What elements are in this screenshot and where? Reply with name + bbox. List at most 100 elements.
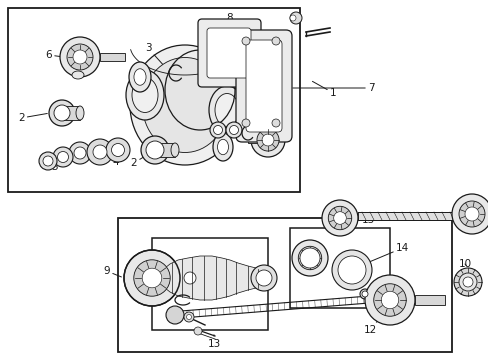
Text: 9: 9 xyxy=(103,266,121,277)
Circle shape xyxy=(213,126,222,135)
Bar xyxy=(118,218,451,352)
Circle shape xyxy=(53,147,73,167)
Bar xyxy=(155,143,175,157)
Ellipse shape xyxy=(171,143,179,157)
Ellipse shape xyxy=(213,133,232,161)
Circle shape xyxy=(134,260,170,296)
Circle shape xyxy=(69,142,91,164)
Circle shape xyxy=(60,37,100,77)
Circle shape xyxy=(298,246,321,270)
Circle shape xyxy=(453,268,481,296)
Circle shape xyxy=(250,265,276,291)
Text: 7: 7 xyxy=(292,83,374,93)
Circle shape xyxy=(262,134,273,146)
Circle shape xyxy=(39,152,57,170)
Text: 6: 6 xyxy=(261,142,278,155)
Circle shape xyxy=(256,129,279,151)
Ellipse shape xyxy=(76,106,84,120)
Circle shape xyxy=(321,200,357,236)
Circle shape xyxy=(146,141,163,159)
Ellipse shape xyxy=(215,94,239,126)
Polygon shape xyxy=(164,256,264,300)
Circle shape xyxy=(364,275,414,325)
Text: 13: 13 xyxy=(207,335,220,349)
Circle shape xyxy=(49,100,75,126)
Circle shape xyxy=(111,144,124,157)
Circle shape xyxy=(58,152,68,162)
FancyBboxPatch shape xyxy=(245,40,282,132)
Bar xyxy=(289,228,389,308)
Circle shape xyxy=(373,284,406,316)
Text: 5: 5 xyxy=(51,159,62,172)
Circle shape xyxy=(291,240,327,276)
Circle shape xyxy=(327,206,351,230)
Circle shape xyxy=(186,315,191,320)
Circle shape xyxy=(333,212,346,224)
Text: 6: 6 xyxy=(45,50,61,60)
Bar xyxy=(414,295,444,305)
Ellipse shape xyxy=(134,69,146,85)
Circle shape xyxy=(141,136,169,164)
Bar xyxy=(62,106,80,120)
Circle shape xyxy=(242,119,249,127)
Text: 15: 15 xyxy=(352,215,374,225)
Text: 3: 3 xyxy=(144,43,164,66)
Text: 2: 2 xyxy=(18,113,47,123)
Circle shape xyxy=(462,277,472,287)
Ellipse shape xyxy=(72,71,84,79)
Circle shape xyxy=(289,12,302,24)
Circle shape xyxy=(183,272,196,284)
Circle shape xyxy=(271,37,280,45)
Circle shape xyxy=(242,37,249,45)
Circle shape xyxy=(43,156,53,166)
FancyBboxPatch shape xyxy=(198,19,261,87)
Ellipse shape xyxy=(132,77,158,112)
Circle shape xyxy=(209,122,225,138)
Circle shape xyxy=(289,15,295,21)
Circle shape xyxy=(54,105,70,121)
FancyBboxPatch shape xyxy=(236,30,291,142)
Circle shape xyxy=(225,122,242,138)
Bar xyxy=(357,212,467,220)
Bar xyxy=(152,238,267,330)
Circle shape xyxy=(271,119,280,127)
Circle shape xyxy=(464,207,478,221)
Text: 8: 8 xyxy=(226,13,233,27)
Circle shape xyxy=(359,289,369,299)
Circle shape xyxy=(250,123,285,157)
Circle shape xyxy=(303,252,316,264)
Circle shape xyxy=(451,194,488,234)
Ellipse shape xyxy=(217,139,228,155)
Bar xyxy=(247,137,265,143)
Circle shape xyxy=(458,273,476,291)
Text: 4: 4 xyxy=(109,154,119,167)
Ellipse shape xyxy=(129,62,151,92)
Circle shape xyxy=(106,138,130,162)
Circle shape xyxy=(458,201,484,227)
Text: 14: 14 xyxy=(364,243,408,264)
Circle shape xyxy=(299,248,319,268)
Circle shape xyxy=(379,290,395,306)
Circle shape xyxy=(361,291,367,297)
Ellipse shape xyxy=(130,45,240,165)
Circle shape xyxy=(142,268,162,288)
Circle shape xyxy=(124,250,180,306)
Text: 10: 10 xyxy=(458,259,470,269)
Circle shape xyxy=(74,147,86,159)
Ellipse shape xyxy=(126,70,163,120)
Text: 11: 11 xyxy=(171,275,184,289)
Circle shape xyxy=(229,126,238,135)
Circle shape xyxy=(183,312,194,322)
Circle shape xyxy=(67,44,93,70)
Ellipse shape xyxy=(142,58,227,153)
Text: 1: 1 xyxy=(312,81,336,98)
Circle shape xyxy=(165,306,183,324)
FancyBboxPatch shape xyxy=(206,28,250,78)
Circle shape xyxy=(87,139,113,165)
Circle shape xyxy=(337,256,365,284)
Circle shape xyxy=(93,145,107,159)
Circle shape xyxy=(331,250,371,290)
Bar xyxy=(100,53,125,61)
Text: 12: 12 xyxy=(363,310,386,335)
Ellipse shape xyxy=(208,86,244,134)
